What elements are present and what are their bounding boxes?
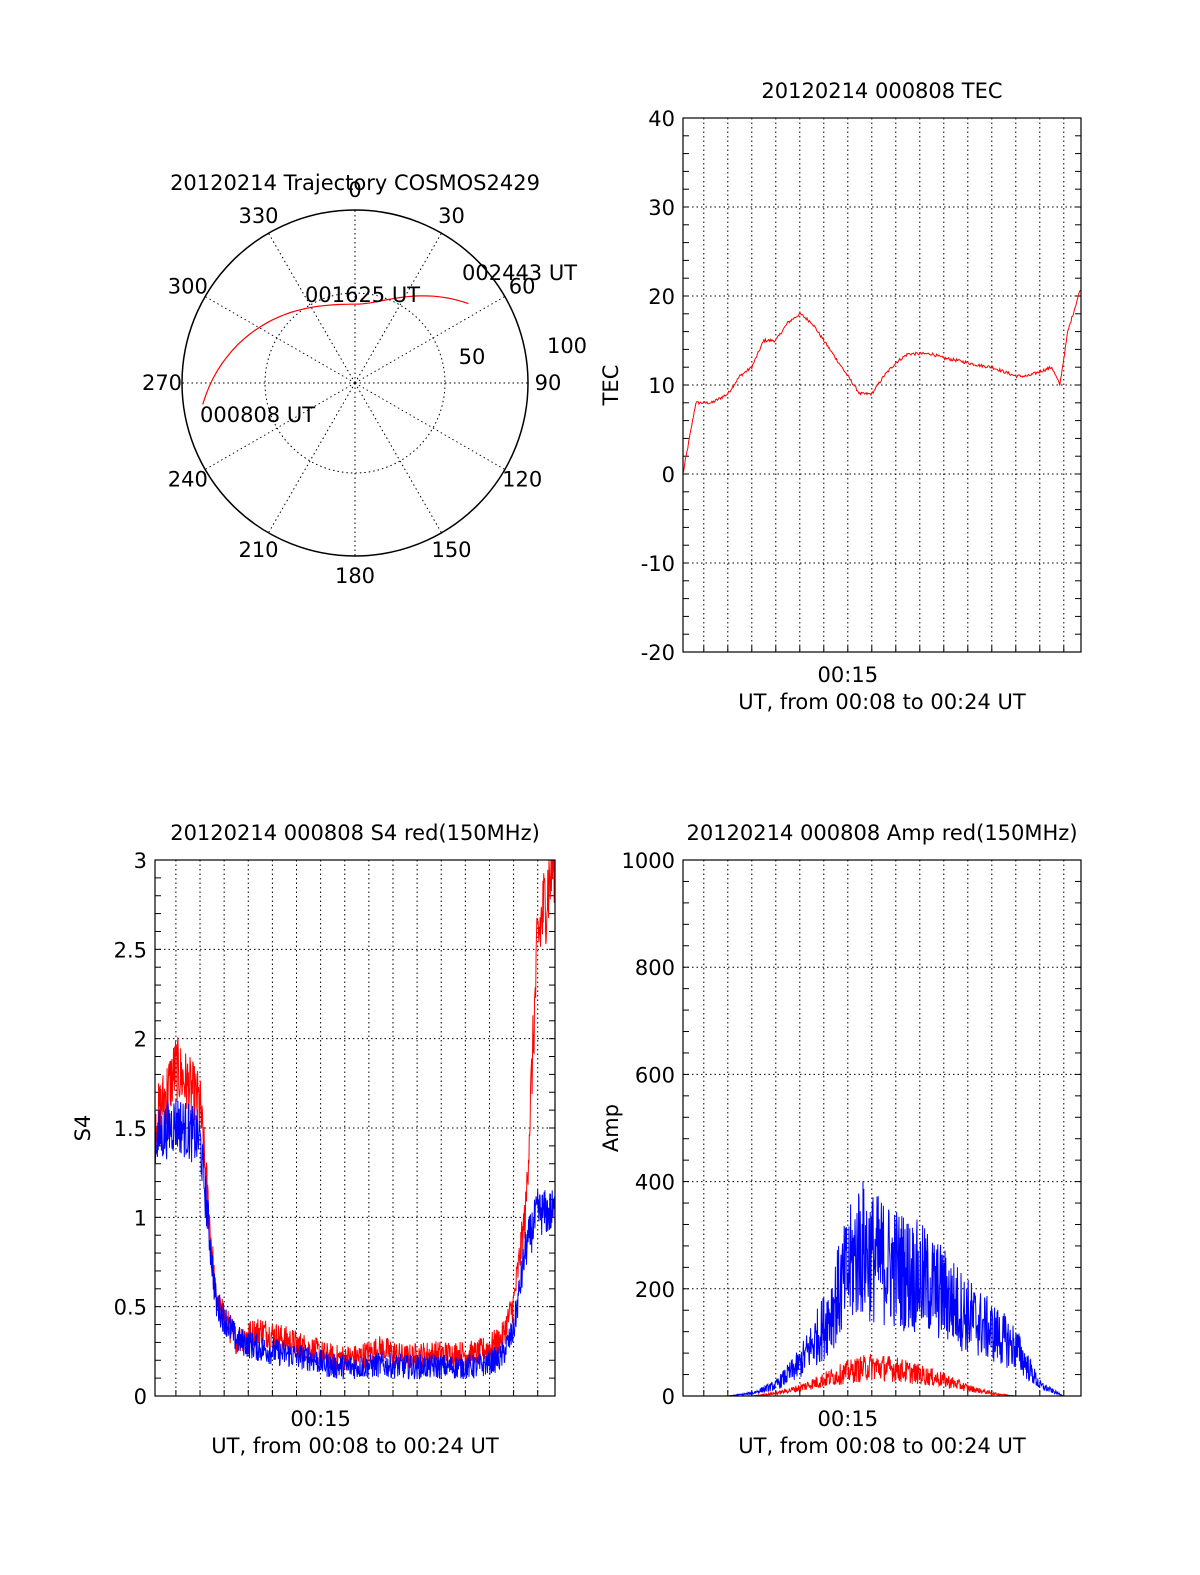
y-tick-label: 10: [648, 374, 675, 398]
polar-angle-label: 90: [535, 371, 562, 395]
y-tick-label: 40: [648, 107, 675, 131]
y-axis-label: TEC: [599, 365, 623, 407]
y-tick-label: 1.5: [114, 1117, 147, 1141]
trajectory-point-label: 002443 UT: [462, 261, 577, 285]
y-tick-label: 400: [635, 1171, 675, 1195]
y-tick-label: 3: [134, 849, 147, 873]
y-tick-label: 1000: [622, 849, 675, 873]
trajectory-point-label: 000808 UT: [200, 403, 315, 427]
polar-angle-label: 180: [335, 564, 375, 588]
y-tick-label: 1: [134, 1206, 147, 1230]
series-line: [154, 1098, 556, 1380]
plot-frame: [154, 859, 556, 1397]
polar-spoke: [354, 382, 442, 534]
polar-angle-label: 150: [431, 538, 471, 562]
series-line: [682, 289, 1081, 474]
polar-angle-label: 330: [238, 204, 278, 228]
polar-angle-label: 0: [348, 178, 361, 202]
x-axis-label: UT, from 00:08 to 00:24 UT: [738, 1434, 1026, 1458]
y-tick-label: 0.5: [114, 1296, 147, 1320]
polar-radial-label: 100: [547, 334, 587, 358]
polar-angle-label: 210: [238, 538, 278, 562]
series-line: [683, 1181, 1081, 1397]
polar-angle-label: 240: [168, 468, 208, 492]
plot-frame: [682, 859, 1082, 1397]
y-tick-label: 20: [648, 285, 675, 309]
polar-radial-label: 50: [459, 345, 486, 369]
y-tick-label: 0: [662, 1385, 675, 1409]
polar-angle-label: 300: [168, 275, 208, 299]
y-tick-label: 200: [635, 1278, 675, 1302]
polar-spoke: [354, 232, 442, 384]
polar-outer-circle: [181, 209, 529, 557]
polar-angle-label: 120: [502, 468, 542, 492]
polar-spoke: [268, 232, 356, 384]
x-tick-label: 00:15: [818, 663, 879, 687]
y-tick-label: 800: [635, 956, 675, 980]
y-tick-label: 30: [648, 196, 675, 220]
x-tick-label: 00:15: [290, 1407, 351, 1431]
x-axis-label: UT, from 00:08 to 00:24 UT: [738, 690, 1026, 714]
chart-title: 20120214 000808 Amp red(150MHz): [686, 821, 1077, 845]
polar-angle-label: 30: [438, 204, 465, 228]
polar-angle-label: 270: [142, 371, 182, 395]
y-tick-label: 2.5: [114, 938, 147, 962]
polar-spoke: [268, 382, 356, 534]
y-tick-label: 600: [635, 1063, 675, 1087]
y-tick-label: -10: [641, 552, 675, 576]
trajectory-point-label: 001625 UT: [305, 283, 420, 307]
plot-frame: [682, 117, 1082, 653]
y-tick-label: 0: [662, 463, 675, 487]
y-axis-label: S4: [71, 1115, 95, 1142]
chart-title: 20120214 000808 S4 red(150MHz): [170, 821, 540, 845]
polar-spoke: [204, 296, 356, 384]
y-tick-label: -20: [641, 641, 675, 665]
chart-title: 20120214 Trajectory COSMOS2429: [170, 171, 540, 195]
polar-spoke: [204, 382, 356, 470]
x-tick-label: 00:15: [818, 1407, 879, 1431]
y-tick-label: 2: [134, 1028, 147, 1052]
polar-spoke: [354, 296, 506, 384]
polar-spoke: [354, 382, 506, 470]
x-axis-label: UT, from 00:08 to 00:24 UT: [211, 1434, 499, 1458]
trajectory-track: [202, 295, 469, 405]
chart-title: 20120214 000808 TEC: [761, 79, 1002, 103]
polar-angle-label: 60: [509, 275, 536, 299]
y-axis-label: Amp: [599, 1104, 623, 1152]
y-tick-label: 0: [134, 1385, 147, 1409]
